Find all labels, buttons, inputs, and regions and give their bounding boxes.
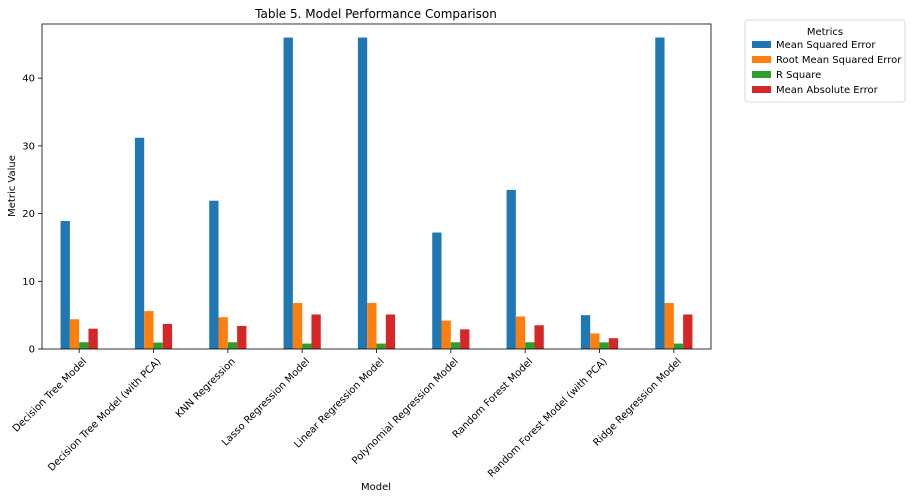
legend-label-r-square: R Square <box>776 70 821 81</box>
bar-r-square-polynomial-regression-model <box>450 342 461 349</box>
bar-mean-absolute-error-decision-tree-model-with-pca <box>162 323 173 349</box>
bar-mean-squared-error-knn-regression <box>209 200 219 349</box>
bar-mean-squared-error-random-forest-model <box>506 189 516 349</box>
bar-root-mean-squared-error-linear-regression-model <box>367 302 377 349</box>
legend-title: Metrics <box>807 27 843 38</box>
x-tick-label-random-forest-model: Random Forest Model <box>451 356 535 440</box>
bar-r-square-decision-tree-model-with-pca <box>153 342 163 349</box>
bar-mean-absolute-error-knn-regression <box>237 325 247 349</box>
x-tick-label-ridge-regression-model: Ridge Regression Model <box>592 356 684 448</box>
y-tick-label: 40 <box>22 74 35 85</box>
plot-area-frame <box>41 23 712 350</box>
bar-root-mean-squared-error-polynomial-regression-model <box>441 320 451 349</box>
x-tick-label-random-forest-model-with-pca: Random Forest Model (with PCA) <box>486 356 610 480</box>
bar-root-mean-squared-error-decision-tree-model-with-pca <box>144 311 154 349</box>
bar-r-square-linear-regression-model <box>376 343 386 349</box>
bar-root-mean-squared-error-knn-regression <box>218 317 228 349</box>
x-tick-label-lasso-regression-model: Lasso Regression Model <box>220 356 312 448</box>
legend-swatch-mean-squared-error <box>752 41 771 48</box>
legend-box <box>744 19 906 103</box>
bar-r-square-ridge-regression-model <box>673 343 684 349</box>
x-axis-label: Model <box>361 482 391 493</box>
bar-mean-absolute-error-random-forest-model <box>534 325 544 349</box>
legend-swatch-root-mean-squared-error <box>752 56 771 63</box>
y-tick-label: 20 <box>22 209 35 220</box>
bar-r-square-knn-regression <box>227 342 238 349</box>
bar-mean-absolute-error-decision-tree-model <box>88 328 98 349</box>
y-tick-label: 10 <box>22 277 35 288</box>
bar-r-square-random-forest-model <box>525 342 535 349</box>
y-ticks: 0 10 20 30 40 <box>22 74 42 356</box>
bar-root-mean-squared-error-random-forest-model <box>515 316 526 349</box>
legend-label-mean-squared-error: Mean Squared Error <box>776 40 876 51</box>
bar-root-mean-squared-error-random-forest-model-with-pca <box>590 333 600 349</box>
bar-r-square-random-forest-model-with-pca <box>599 342 609 349</box>
bar-mean-squared-error-ridge-regression-model <box>655 37 665 349</box>
bar-mean-absolute-error-random-forest-model-with-pca <box>608 338 619 349</box>
legend: Metrics Mean Squared Error Root Mean Squa… <box>744 19 906 103</box>
x-tick-label-knn-regression: KNN Regression <box>174 356 238 420</box>
bar-mean-squared-error-lasso-regression-model <box>283 37 293 349</box>
bars-layer <box>60 37 693 349</box>
chart-title: Table 5. Model Performance Comparison <box>254 7 497 21</box>
bar-mean-squared-error-polynomial-regression-model <box>432 232 442 349</box>
bar-mean-absolute-error-linear-regression-model <box>385 314 396 349</box>
x-tick-label-decision-tree-model: Decision Tree Model <box>11 356 89 434</box>
legend-swatch-mean-absolute-error <box>752 86 771 93</box>
legend-label-mean-absolute-error: Mean Absolute Error <box>776 85 879 96</box>
bar-mean-absolute-error-ridge-regression-model <box>683 314 693 349</box>
bar-mean-squared-error-decision-tree-model <box>60 221 70 349</box>
bar-r-square-lasso-regression-model <box>302 343 312 349</box>
bar-mean-absolute-error-polynomial-regression-model <box>460 329 470 349</box>
bar-root-mean-squared-error-decision-tree-model <box>69 319 80 349</box>
bar-root-mean-squared-error-ridge-regression-model <box>664 302 674 349</box>
y-axis-label: Metric Value <box>7 155 18 217</box>
bar-mean-absolute-error-lasso-regression-model <box>311 314 321 349</box>
bar-mean-squared-error-random-forest-model-with-pca <box>580 315 591 349</box>
bar-mean-squared-error-linear-regression-model <box>357 37 368 349</box>
bar-mean-squared-error-decision-tree-model-with-pca <box>134 137 145 349</box>
legend-label-root-mean-squared-error: Root Mean Squared Error <box>776 55 902 66</box>
legend-swatch-r-square <box>752 71 771 78</box>
bar-root-mean-squared-error-lasso-regression-model <box>292 302 303 349</box>
y-tick-label: 30 <box>22 141 35 152</box>
bar-r-square-decision-tree-model <box>79 342 89 349</box>
y-tick-label: 0 <box>29 345 35 356</box>
